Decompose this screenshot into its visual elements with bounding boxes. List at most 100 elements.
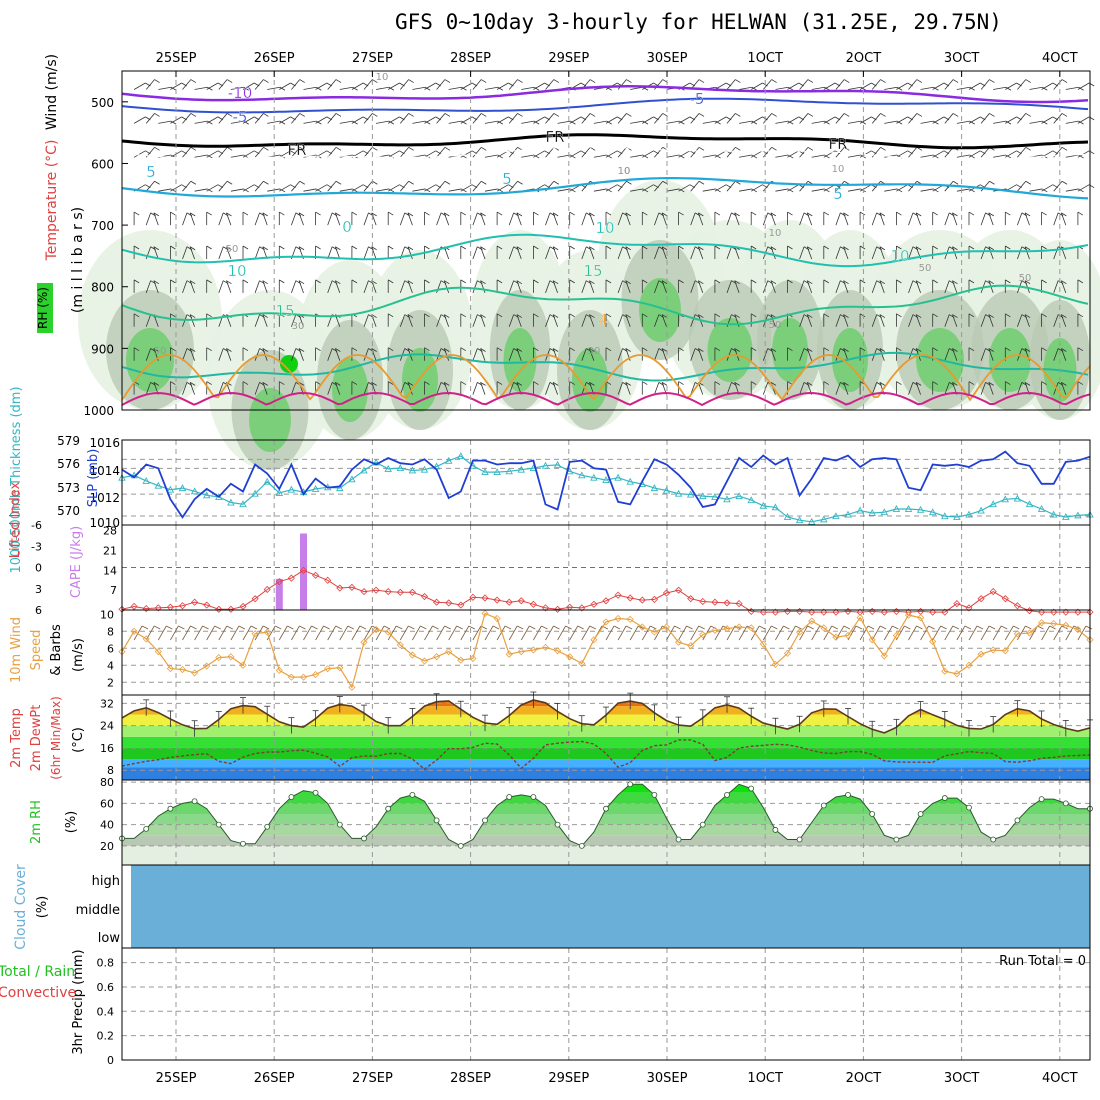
wind-marker [469, 654, 477, 663]
wind-barb [262, 314, 268, 327]
wind-barb [750, 279, 757, 284]
wind-barb [896, 245, 902, 250]
li-tick-label: 3 [35, 583, 42, 596]
wind-barb [552, 212, 559, 217]
wind-barb [666, 154, 680, 158]
thickness-marker [723, 495, 731, 503]
wind-barb [581, 280, 587, 294]
wind-barb [617, 180, 627, 192]
wind-barb [642, 245, 648, 250]
wind-barb [1060, 314, 1067, 327]
wind-barb [552, 212, 558, 226]
wind-barb [444, 212, 450, 217]
wind-barb [698, 212, 704, 217]
wind-marker [312, 671, 320, 679]
wind-marker [856, 614, 864, 622]
wind-barb [133, 313, 140, 318]
wind-barb [980, 212, 986, 226]
thickness-marker [444, 456, 453, 464]
wind-barb-10m [166, 625, 173, 630]
wind-marker [1025, 629, 1034, 637]
wind-barb [226, 180, 233, 185]
wind-barb [698, 146, 705, 151]
wind-barb-10m [617, 625, 627, 641]
wind-barb [944, 348, 950, 361]
wind-barb [770, 280, 776, 294]
wind-barb [811, 120, 825, 124]
wind-barb-10m [650, 625, 657, 630]
wind-barb [327, 113, 337, 124]
wind-barb-10m [1029, 625, 1038, 641]
ylabel-lifted-index: Lifted Index [8, 481, 23, 558]
wind-barb [480, 348, 486, 361]
wind-barb [915, 212, 921, 226]
wind-barb [363, 280, 369, 294]
wind-barb [424, 279, 430, 284]
wind-barb [835, 280, 841, 294]
wind-marker [578, 659, 586, 668]
wind-barb [412, 120, 426, 124]
wind-barb [315, 245, 321, 250]
wind-barb [843, 246, 849, 260]
wind-barb [715, 120, 721, 125]
wind-barb [799, 280, 805, 294]
wind-barb [472, 113, 482, 124]
rh-marker [627, 781, 634, 788]
wind-barb [952, 382, 958, 386]
wind-barb [388, 120, 395, 125]
wind-barb-10m [678, 625, 687, 641]
wind-barb [750, 313, 757, 318]
wind-barb-10m [141, 625, 149, 630]
wind-barb [424, 211, 430, 216]
wind-barb [625, 382, 631, 395]
wind-marker [941, 667, 949, 675]
wind-barb [1061, 79, 1068, 83]
wind-barb [182, 382, 188, 395]
wind-barb [154, 180, 160, 185]
wind-barb [291, 79, 301, 90]
temp-tick-label: 8 [107, 764, 114, 777]
li-marker [989, 588, 997, 596]
wind-barb [952, 212, 958, 226]
date-label-top: 25SEP [156, 51, 197, 66]
wind-barb [298, 348, 305, 352]
wind-barb [254, 147, 264, 158]
wind-barb [678, 347, 684, 352]
wind-barb [170, 211, 176, 216]
date-label-top: 26SEP [254, 51, 295, 66]
wind-barb [859, 116, 872, 124]
contour-label: FR [545, 128, 564, 146]
wind-barb [316, 188, 322, 193]
li-marker [699, 597, 707, 606]
temp-band [122, 759, 1090, 768]
li-marker [457, 601, 465, 609]
wind-barb [968, 116, 981, 124]
li-marker [662, 589, 671, 597]
wind-barb-10m [569, 625, 579, 641]
ylabel-pressure: (m i l l i b a r s) [70, 207, 86, 313]
wind-barb [932, 279, 938, 284]
wind-barb [661, 314, 667, 327]
thickness-marker [771, 503, 780, 511]
wind-barb [661, 212, 668, 217]
wind-barb [690, 113, 700, 124]
wind-barb [751, 184, 763, 192]
wind-marker [892, 631, 900, 640]
wind-barb [516, 246, 523, 251]
wind-barb [1005, 245, 1011, 250]
wind-barb [444, 314, 450, 318]
wind-barb [460, 313, 467, 318]
wind-marker [626, 615, 634, 623]
wind-barb [262, 280, 268, 285]
wind-barb-10m [214, 625, 221, 630]
wind-barb [1029, 188, 1043, 192]
wind-barb [726, 382, 732, 395]
wind-barb-10m [238, 625, 246, 630]
date-label-top: 1OCT [747, 51, 783, 66]
wind-barb [751, 150, 763, 158]
wind-barb [823, 82, 836, 90]
wind-barb [605, 381, 612, 385]
wind-barb [915, 382, 921, 395]
wind-barb [480, 246, 486, 260]
wind-barb [363, 382, 369, 395]
